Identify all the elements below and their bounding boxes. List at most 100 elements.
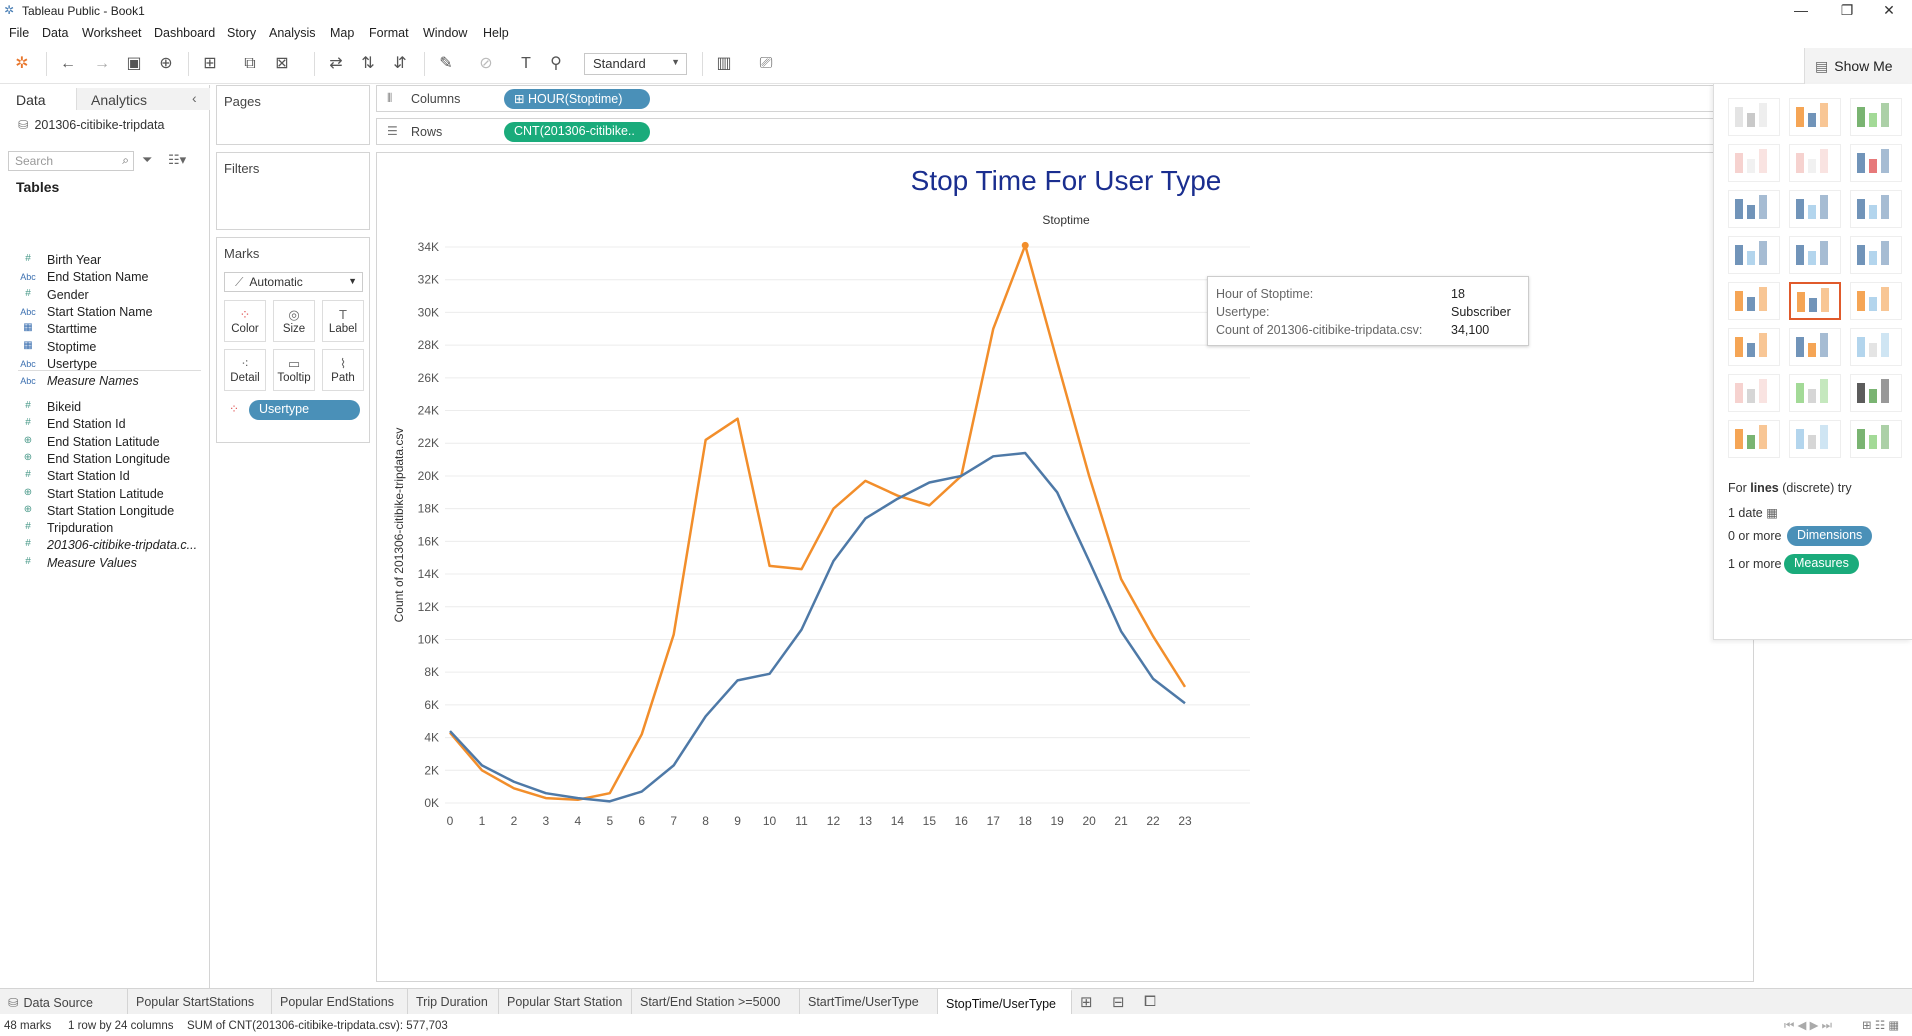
field-tripduration[interactable]: # Tripduration <box>0 519 205 539</box>
tab-start-end-station[interactable]: Start/End Station >=5000 <box>632 989 800 1015</box>
search-input[interactable]: Search ⌕ <box>8 151 134 171</box>
path-button[interactable]: ⌇ Path <box>322 349 364 391</box>
tab-popular-startstations[interactable]: Popular StartStations <box>128 989 272 1015</box>
chart-type-thumb[interactable] <box>1850 374 1902 412</box>
field-end-station-id[interactable]: # End Station Id <box>0 415 205 435</box>
new-story-icon[interactable]: ⧠ <box>1144 993 1157 1010</box>
tooltip-button[interactable]: ▭ Tooltip <box>273 349 315 391</box>
field-end-station-name[interactable]: Abc End Station Name <box>0 268 205 288</box>
new-dashboard-icon[interactable]: ⊟ <box>1112 994 1125 1011</box>
clear-sheet-icon[interactable]: ⊠ <box>275 55 289 72</box>
columns-shelf[interactable]: ⦀ Columns ⊞ HOUR(Stoptime) <box>376 85 1714 112</box>
datasource-row[interactable]: ⛁ 201306-citibike-tripdata <box>18 117 164 132</box>
chart-type-thumb[interactable] <box>1728 190 1780 228</box>
redo-icon[interactable]: → <box>94 55 110 72</box>
rows-shelf[interactable]: ☰ Rows CNT(201306-citibike.. <box>376 118 1714 145</box>
chart-type-thumb[interactable] <box>1850 98 1902 136</box>
mark-type-select[interactable]: ⟋ Automatic ▼ <box>224 272 363 292</box>
tab-popular-endstations[interactable]: Popular EndStations <box>272 989 408 1015</box>
new-worksheet-icon[interactable]: ⊞ <box>1080 994 1093 1011</box>
chart-type-thumb[interactable] <box>1789 144 1841 182</box>
chart-type-thumb[interactable] <box>1789 420 1841 458</box>
size-button[interactable]: ◎ Size <box>273 300 315 342</box>
chart-type-thumb[interactable] <box>1728 420 1780 458</box>
tab-stoptime-usertype[interactable]: StopTime/UserType <box>938 989 1072 1015</box>
presentation-mode-icon[interactable]: ⎚ <box>759 55 773 72</box>
field-201306-citibike-tripdata-c[interactable]: #201306-citibike-tripdata.c... <box>0 536 205 556</box>
tab-popular-start-station[interactable]: Popular Start Station <box>499 989 632 1015</box>
color-button[interactable]: ⁘ Color <box>224 300 266 342</box>
field-bikeid[interactable]: # Bikeid <box>0 398 205 418</box>
chart-type-thumb[interactable] <box>1850 328 1902 366</box>
new-worksheet-icon[interactable]: ⊞ <box>203 55 217 72</box>
field-start-station-id[interactable]: # Start Station Id <box>0 467 205 487</box>
tableau-home-icon[interactable]: ✲ <box>15 55 29 72</box>
grid-view-icon[interactable]: ⊞ ☷ ▦ <box>1862 1020 1900 1032</box>
chart-type-thumb[interactable] <box>1789 236 1841 274</box>
field-end-station-longitude[interactable]: ⊕ End Station Longitude <box>0 450 205 470</box>
field-stoptime[interactable]: ▦ Stoptime <box>0 338 205 358</box>
chart-type-thumb[interactable] <box>1850 236 1902 274</box>
pages-card[interactable]: Pages <box>216 85 370 145</box>
chart-type-thumb[interactable] <box>1728 236 1780 274</box>
label-button[interactable]: T Label <box>322 300 364 342</box>
field-end-station-latitude[interactable]: ⊕ End Station Latitude <box>0 433 205 453</box>
highlight-icon[interactable]: ✎ <box>439 55 453 72</box>
menu-analysis[interactable]: Analysis <box>269 26 316 40</box>
field-birth-year[interactable]: # Birth Year <box>0 251 205 271</box>
tab-starttime-usertype[interactable]: StartTime/UserType <box>800 989 938 1015</box>
collapse-pane-icon[interactable]: ‹ <box>192 90 197 106</box>
menu-window[interactable]: Window <box>423 26 468 40</box>
chart-type-thumb[interactable] <box>1789 328 1841 366</box>
series-line-1[interactable] <box>449 451 1186 803</box>
detail-button[interactable]: ⁖ Detail <box>224 349 266 391</box>
new-datasource-icon[interactable]: ⊕ <box>159 55 173 72</box>
field-gender[interactable]: # Gender <box>0 286 205 306</box>
field-starttime[interactable]: ▦ Starttime <box>0 320 205 340</box>
line-chart[interactable]: 0K 2K 4K 6K 8K 10K 12K 14K 16K 18K 20K 22K 24K 26K 28K… <box>377 153 1755 983</box>
swap-rows-columns-icon[interactable]: ⇄ <box>329 55 343 72</box>
tab-data-source[interactable]: ⛁ Data Source <box>0 989 128 1015</box>
menu-dashboard[interactable]: Dashboard <box>154 26 216 40</box>
save-icon[interactable]: ▣ <box>126 55 142 72</box>
field-start-station-latitude[interactable]: ⊕ Start Station Latitude <box>0 485 205 505</box>
show-labels-icon[interactable]: T <box>521 55 531 72</box>
field-measure-names[interactable]: Abc Measure Names <box>0 372 205 392</box>
view-options-icon[interactable]: ☷▾ <box>168 152 187 167</box>
selected-data-point[interactable] <box>1021 241 1029 249</box>
minimize-button[interactable]: — <box>1794 2 1808 18</box>
menu-help[interactable]: Help <box>483 26 509 40</box>
menu-story[interactable]: Story <box>227 26 257 40</box>
tab-trip-duration[interactable]: Trip Duration <box>408 989 499 1015</box>
fit-select[interactable]: Standard ▼ <box>584 53 687 75</box>
chart-type-thumb[interactable] <box>1850 190 1902 228</box>
chart-type-thumb[interactable] <box>1728 144 1780 182</box>
menu-format[interactable]: Format <box>369 26 409 40</box>
restore-button[interactable]: ❐ <box>1840 2 1854 18</box>
undo-icon[interactable]: ← <box>60 55 76 72</box>
count-rows-pill[interactable]: CNT(201306-citibike.. <box>504 122 650 142</box>
chart-type-thumb[interactable] <box>1789 190 1841 228</box>
field-measure-values[interactable]: # Measure Values <box>0 554 205 574</box>
menu-data[interactable]: Data <box>42 26 69 40</box>
worksheet-view[interactable]: Stop Time For User Type Stoptime 0K 2K 4K 6… <box>376 152 1754 982</box>
field-usertype[interactable]: Abc Usertype <box>0 355 205 375</box>
chart-type-thumb[interactable] <box>1789 98 1841 136</box>
series-line-0[interactable] <box>449 244 1187 801</box>
close-button[interactable]: ✕ <box>1883 2 1895 18</box>
filters-card[interactable]: Filters <box>216 152 370 230</box>
group-members-icon[interactable]: ⊘ <box>479 55 493 72</box>
chart-type-thumb[interactable] <box>1850 420 1902 458</box>
chart-type-thumb[interactable] <box>1728 282 1780 320</box>
menu-file[interactable]: File <box>9 26 30 40</box>
sort-descending-icon[interactable]: ⇵ <box>393 55 407 72</box>
chart-type-thumb[interactable] <box>1850 282 1902 320</box>
chart-type-thumb[interactable] <box>1728 98 1780 136</box>
show-cards-icon[interactable]: ▥ <box>716 55 732 72</box>
menu-worksheet[interactable]: Worksheet <box>82 26 142 40</box>
usertype-color-pill[interactable]: Usertype <box>249 400 360 420</box>
show-me-button[interactable]: ▤ Show Me <box>1804 48 1912 84</box>
field-start-station-longitude[interactable]: ⊕ Start Station Longitude <box>0 502 205 522</box>
duplicate-sheet-icon[interactable]: ⧉ <box>244 55 256 72</box>
field-start-station-name[interactable]: Abc Start Station Name <box>0 303 205 323</box>
